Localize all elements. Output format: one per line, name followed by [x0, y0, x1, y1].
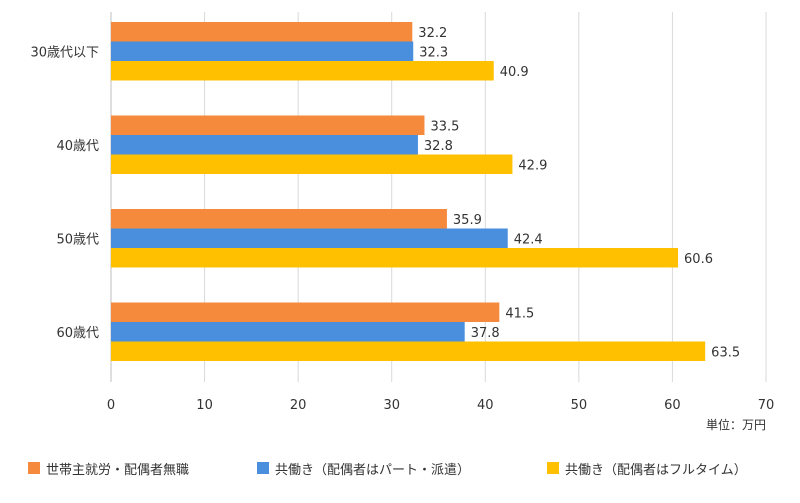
legend-swatch-series-2	[547, 462, 559, 474]
bar-0-0	[111, 22, 413, 42]
bar-2-0	[111, 209, 447, 229]
data-label-1-1: 32.8	[424, 139, 453, 154]
bar-1-2	[111, 154, 513, 174]
category-label-1: 40歳代	[56, 139, 99, 154]
category-label-3: 60歳代	[56, 326, 99, 341]
bar-0-2	[111, 61, 494, 81]
category-label-0: 30歳代以下	[30, 45, 99, 60]
x-tick-label-7: 70	[758, 398, 775, 413]
data-label-0-2: 40.9	[500, 65, 529, 80]
data-label-3-2: 63.5	[711, 345, 740, 360]
x-tick-label-0: 0	[107, 398, 115, 413]
data-label-3-1: 37.8	[471, 326, 500, 341]
data-label-2-1: 42.4	[514, 232, 543, 247]
legend-label-series-1: 共働き（配偶者はパート・派遣）	[275, 462, 471, 478]
data-label-0-0: 32.2	[418, 26, 447, 41]
data-label-1-2: 42.9	[518, 158, 547, 173]
x-tick-label-5: 50	[571, 398, 588, 413]
data-label-3-0: 41.5	[505, 306, 534, 321]
legend: 世帯主就労・配偶者無職 共働き（配偶者はパート・派遣） 共働き（配偶者はフルタイ…	[0, 457, 800, 479]
bar-3-2	[111, 341, 706, 361]
x-tick-label-1: 10	[196, 398, 213, 413]
legend-swatch-series-0	[28, 462, 40, 474]
x-tick-label-6: 60	[664, 398, 681, 413]
data-label-1-0: 33.5	[430, 119, 459, 134]
unit-label: 単位：万円	[706, 418, 767, 432]
bar-3-1	[111, 322, 465, 342]
category-label-2: 50歳代	[56, 232, 99, 247]
legend-label-series-0: 世帯主就労・配偶者無職	[46, 462, 190, 478]
data-label-0-1: 32.3	[419, 45, 448, 60]
bar-1-0	[111, 115, 425, 135]
data-label-2-2: 60.6	[684, 252, 713, 267]
legend-item-series-2: 共働き（配偶者はフルタイム）	[547, 457, 747, 479]
legend-item-series-0: 世帯主就労・配偶者無職	[28, 457, 189, 479]
x-tick-label-3: 30	[383, 398, 400, 413]
bar-1-1	[111, 135, 418, 155]
x-tick-label-4: 40	[477, 398, 494, 413]
x-tick-label-2: 20	[290, 398, 307, 413]
bar-2-1	[111, 228, 508, 248]
bar-2-2	[111, 248, 679, 268]
bar-3-0	[111, 302, 500, 322]
legend-swatch-series-1	[257, 462, 269, 474]
legend-item-series-1: 共働き（配偶者はパート・派遣）	[257, 457, 470, 479]
legend-label-series-2: 共働き（配偶者はフルタイム）	[565, 462, 747, 478]
data-label-2-0: 35.9	[453, 213, 482, 228]
bar-0-1	[111, 41, 414, 61]
